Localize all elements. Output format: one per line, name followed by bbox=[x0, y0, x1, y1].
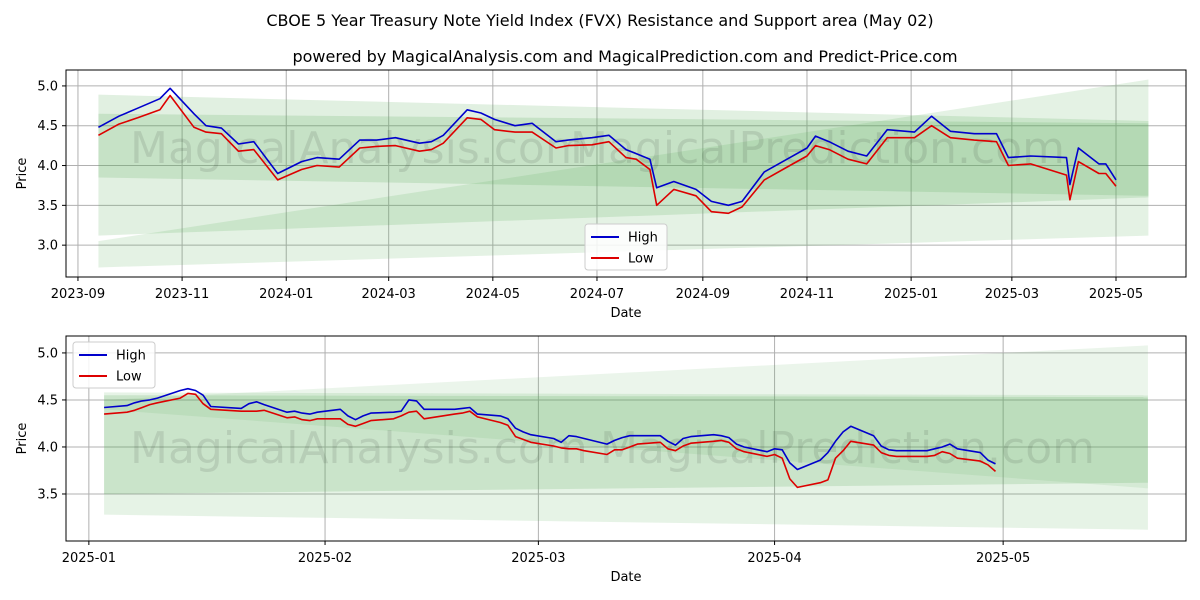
y-tick-label: 3.5 bbox=[37, 487, 58, 502]
legend-label-low: Low bbox=[116, 370, 142, 385]
watermark-text: MagicalAnalysis.com bbox=[130, 273, 588, 324]
series-line-low bbox=[98, 94, 1117, 215]
x-tick-label: 2025-03 bbox=[511, 551, 565, 566]
x-tick-label: 2025-01 bbox=[62, 551, 116, 566]
y-tick-label: 4.0 bbox=[37, 159, 58, 174]
x-tick-label: 2024-05 bbox=[466, 287, 520, 302]
y-tick-label: 3.5 bbox=[37, 199, 58, 214]
main-chart-panel: MagicalAnalysis.comMagicalPrediction.com… bbox=[15, 69, 1187, 324]
x-tick-label: 2025-05 bbox=[976, 551, 1030, 566]
support-resistance-band bbox=[98, 79, 1149, 268]
x-tick-label: 2024-03 bbox=[362, 287, 416, 302]
axes-frame bbox=[65, 69, 1187, 278]
series-line-high bbox=[104, 387, 996, 471]
x-tick-label: 2024-07 bbox=[570, 287, 624, 302]
y-tick-label: 4.5 bbox=[37, 119, 58, 134]
x-tick-label: 2023-11 bbox=[155, 287, 209, 302]
series-line-low bbox=[104, 392, 997, 489]
x-tick-label: 2024-11 bbox=[780, 287, 834, 302]
x-tick-label: 2025-03 bbox=[985, 287, 1039, 302]
plot-area: MagicalAnalysis.comMagicalPrediction.com… bbox=[66, 70, 1186, 324]
y-axis-label: Price bbox=[15, 423, 30, 455]
legend: High Low bbox=[584, 223, 668, 271]
x-axis-label: Date bbox=[610, 570, 641, 585]
legend-label-high: High bbox=[628, 231, 658, 246]
axes-frame bbox=[65, 335, 1187, 542]
x-tick-label: 2023-09 bbox=[51, 287, 105, 302]
chart-title: CBOE 5 Year Treasury Note Yield Index (F… bbox=[266, 11, 933, 30]
support-resistance-band bbox=[98, 94, 1149, 236]
y-tick-label: 3.0 bbox=[37, 239, 58, 254]
legend-label-low: Low bbox=[628, 252, 654, 267]
support-resistance-band bbox=[104, 395, 1148, 494]
x-tick-label: 2025-02 bbox=[298, 551, 352, 566]
support-resistance-band bbox=[104, 345, 1148, 489]
chart-subtitle: powered by MagicalAnalysis.com and Magic… bbox=[292, 47, 957, 66]
legend: High Low bbox=[72, 341, 156, 389]
plot-area: MagicalAnalysis.com MagicalPrediction.com bbox=[66, 336, 1186, 541]
legend-label-high: High bbox=[116, 349, 146, 364]
y-tick-label: 5.0 bbox=[37, 79, 58, 94]
y-tick-label: 5.0 bbox=[37, 346, 58, 361]
x-tick-label: 2025-04 bbox=[747, 551, 801, 566]
x-tick-label: 2025-01 bbox=[884, 287, 938, 302]
x-axis-label: Date bbox=[610, 306, 641, 321]
x-tick-label: 2025-05 bbox=[1089, 287, 1143, 302]
watermark-text: MagicalPrediction.com bbox=[570, 273, 1065, 324]
y-tick-label: 4.0 bbox=[37, 440, 58, 455]
x-tick-label: 2024-09 bbox=[676, 287, 730, 302]
series-line-high bbox=[98, 87, 1117, 207]
zoom-chart-panel: MagicalAnalysis.com MagicalPrediction.com… bbox=[15, 335, 1187, 585]
y-tick-label: 4.5 bbox=[37, 393, 58, 408]
support-resistance-band bbox=[104, 392, 1148, 530]
x-tick-label: 2024-01 bbox=[259, 287, 313, 302]
y-axis-label: Price bbox=[15, 158, 30, 190]
watermark-text: MagicalPrediction.com bbox=[570, 123, 1065, 174]
watermark-text: MagicalPrediction.com bbox=[600, 423, 1095, 474]
